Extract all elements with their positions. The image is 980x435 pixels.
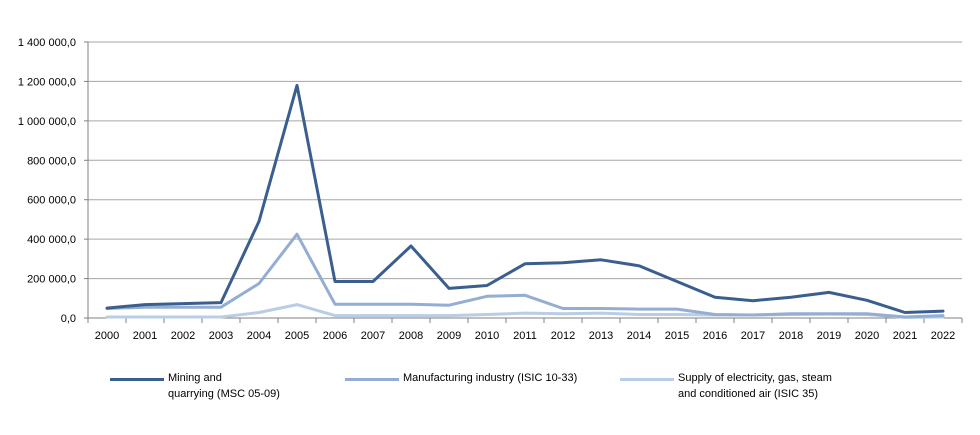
series-line-0: [105, 83, 945, 314]
legend-label-electricity-line1: Supply of electricity, gas, steam: [678, 372, 832, 384]
x-tick-labels: 2000 2001 2002 2003 2004 2005 2006 2007 2008 2009…: [95, 330, 955, 342]
y-tick-label: 200 000,0: [27, 274, 76, 286]
y-tick-label: 400 000,0: [27, 234, 76, 246]
y-tick-label: 0,0: [61, 313, 76, 325]
legend-swatch-mining: [110, 378, 164, 381]
x-tick-label: 2005: [285, 330, 309, 342]
y-tick-label: 1 200 000,0: [18, 76, 76, 88]
x-tick-label: 2004: [247, 330, 271, 342]
x-tick-label: 2001: [133, 330, 157, 342]
legend-label-manufacturing: Manufacturing industry (ISIC 10-33): [403, 370, 577, 386]
x-tick-label: 2003: [209, 330, 233, 342]
y-tick-label: 600 000,0: [27, 195, 76, 207]
series-line-2: [105, 303, 945, 319]
legend: Mining and quarrying (MSC 05-09) Manufac…: [0, 370, 980, 410]
x-tick-label: 2020: [855, 330, 879, 342]
legend-label-mining-line2: quarrying (MSC 05-09): [168, 388, 280, 400]
x-tick-label: 2017: [741, 330, 765, 342]
legend-label-electricity-line2: and conditioned air (ISIC 35): [678, 388, 819, 400]
x-tick-label: 2008: [399, 330, 423, 342]
legend-label-manufacturing-line1: Manufacturing industry (ISIC 10-33): [403, 372, 578, 384]
legend-swatch-electricity: [620, 378, 674, 381]
y-tick-label: 1 000 000,0: [18, 116, 76, 128]
legend-label-mining-line1: Mining and: [168, 372, 222, 384]
x-tick-label: 2010: [475, 330, 499, 342]
series-lines: [105, 83, 945, 319]
legend-label-mining: Mining and quarrying (MSC 05-09): [168, 370, 280, 402]
x-tick-label: 2007: [361, 330, 385, 342]
x-tick-label: 2014: [627, 330, 651, 342]
x-tick-label: 2021: [893, 330, 917, 342]
legend-item-electricity: Supply of electricity, gas, steam and co…: [620, 370, 832, 402]
x-tick-label: 2012: [551, 330, 575, 342]
series-line-1: [105, 232, 945, 319]
line-chart: 0,0 200 000,0 400 000,0 600 000,0 800 000,0 1…: [18, 37, 963, 342]
x-tick-label: 2011: [513, 330, 537, 342]
y-tick-label: 800 000,0: [27, 155, 76, 167]
legend-item-manufacturing: Manufacturing industry (ISIC 10-33): [345, 370, 577, 386]
x-tick-label: 2018: [779, 330, 803, 342]
x-tick-label: 2016: [703, 330, 727, 342]
x-tick-label: 2002: [171, 330, 195, 342]
y-tick-labels: 0,0 200 000,0 400 000,0 600 000,0 800 000,0 1…: [18, 37, 76, 325]
x-tick-label: 2022: [931, 330, 955, 342]
x-tick-label: 2000: [95, 330, 119, 342]
x-tick-label: 2006: [323, 330, 347, 342]
x-tick-label: 2015: [665, 330, 689, 342]
x-tick-label: 2009: [437, 330, 461, 342]
axes: [84, 41, 963, 323]
y-tick-label: 1 400 000,0: [18, 37, 76, 49]
gridlines: [88, 41, 962, 280]
legend-swatch-manufacturing: [345, 378, 399, 381]
legend-label-electricity: Supply of electricity, gas, steam and co…: [678, 370, 832, 402]
x-tick-label: 2013: [589, 330, 613, 342]
x-tick-label: 2019: [817, 330, 841, 342]
legend-item-mining: Mining and quarrying (MSC 05-09): [110, 370, 280, 402]
